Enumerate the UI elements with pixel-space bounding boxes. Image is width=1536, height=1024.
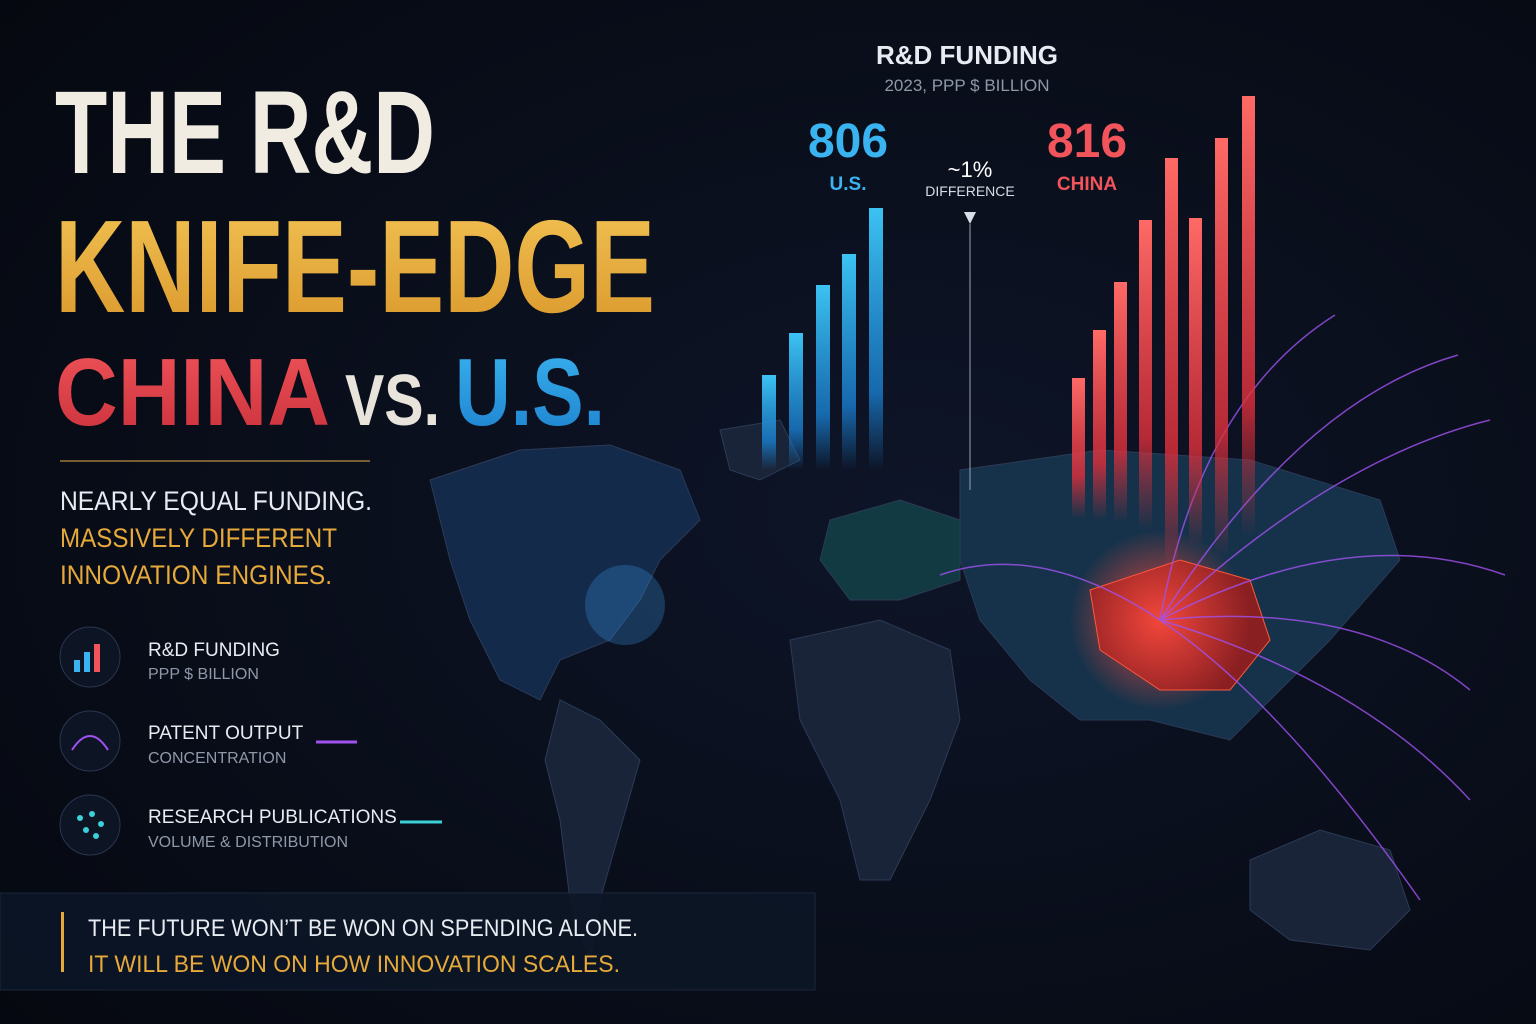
footer-accent [61,912,64,972]
bar [1093,330,1106,520]
arc [1159,619,1421,901]
bar [1114,282,1127,522]
subtitle-line2: MASSIVELY DIFFERENT [60,523,337,553]
dot [93,833,99,839]
arc [1159,354,1459,621]
subtitle-line3: INNOVATION ENGINES. [60,560,332,590]
subtitle-line1: NEARLY EQUAL FUNDING. [60,486,372,516]
bar [1242,96,1255,536]
bar [1165,158,1178,578]
legend-icon-bg [59,794,121,856]
us-bars [762,208,883,470]
title-line2: KNIFE-EDGE [55,193,655,340]
bar [1139,220,1152,530]
bar [1072,378,1085,518]
legend-title: PATENT OUTPUT [148,723,304,744]
arc [939,563,1161,621]
us-label: U.S. [830,174,867,195]
bar [816,285,830,470]
legend-subtitle: PPP $ BILLION [148,666,259,683]
title-line1: THE R&D [55,67,435,199]
difference-marker [964,212,976,224]
difference-label: DIFFERENCE [925,183,1014,199]
bar [842,254,856,470]
title-us: U.S. [455,339,605,446]
legend-icon [74,660,80,672]
funding-subtitle: 2023, PPP $ BILLION [884,76,1049,95]
legend: R&D FUNDING PPP $ BILLION PATENT OUTPUT … [59,626,442,856]
bar [789,333,803,470]
bar [1189,218,1202,548]
arc [1159,619,1471,801]
dot [89,811,95,817]
arc [1159,554,1506,621]
legend-icon [77,811,104,839]
north-america [429,444,701,701]
africa [789,619,961,881]
legend-subtitle: CONCENTRATION [148,750,286,767]
china-value: 816 [1047,115,1127,168]
us-value: 806 [808,115,888,168]
china-label: CHINA [1057,174,1117,195]
arc [1159,419,1491,621]
difference-value: ~1% [948,157,993,182]
world-map [429,419,1411,961]
legend-icon-bg [59,710,121,772]
funding-title: R&D FUNDING [876,40,1058,70]
legend-subtitle: VOLUME & DISTRIBUTION [148,834,348,851]
legend-title: R&D FUNDING [148,640,280,661]
footer-box [0,892,816,991]
title-china: CHINA [55,339,330,446]
dot [77,815,83,821]
australia [1249,829,1411,951]
legend-title: RESEARCH PUBLICATIONS [148,807,397,828]
footer-line1: THE FUTURE WON’T BE WON ON SPENDING ALON… [88,915,638,942]
europe [819,499,961,601]
dot [83,827,89,833]
bar [1215,138,1228,558]
dot [98,821,104,827]
china-bars [1072,96,1255,578]
bar [762,375,776,470]
footer-line2: IT WILL BE WON ON HOW INNOVATION SCALES. [88,951,620,978]
arc [1159,615,1471,691]
us-glow [585,565,665,645]
legend-icon [84,652,90,672]
legend-icon [94,644,100,672]
legend-icon [71,735,109,751]
title-vs: VS. [345,361,440,441]
bar [869,208,883,470]
